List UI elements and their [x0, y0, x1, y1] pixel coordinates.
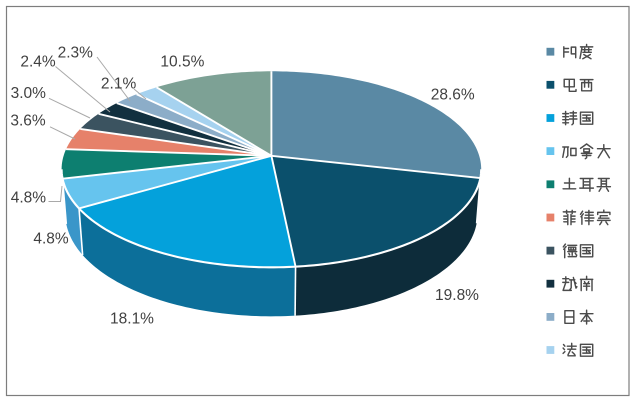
svg-text:2.4%: 2.4%: [20, 54, 56, 71]
svg-text:4.8%: 4.8%: [33, 231, 69, 248]
svg-text:10.5%: 10.5%: [160, 54, 204, 71]
svg-text:3.0%: 3.0%: [11, 85, 47, 102]
svg-text:19.8%: 19.8%: [435, 287, 479, 304]
svg-text:18.1%: 18.1%: [110, 311, 154, 328]
svg-text:28.6%: 28.6%: [431, 87, 475, 104]
svg-text:4.8%: 4.8%: [11, 190, 47, 207]
svg-text:3.6%: 3.6%: [10, 113, 46, 130]
svg-text:2.3%: 2.3%: [58, 44, 94, 61]
svg-text:2.1%: 2.1%: [101, 75, 137, 92]
